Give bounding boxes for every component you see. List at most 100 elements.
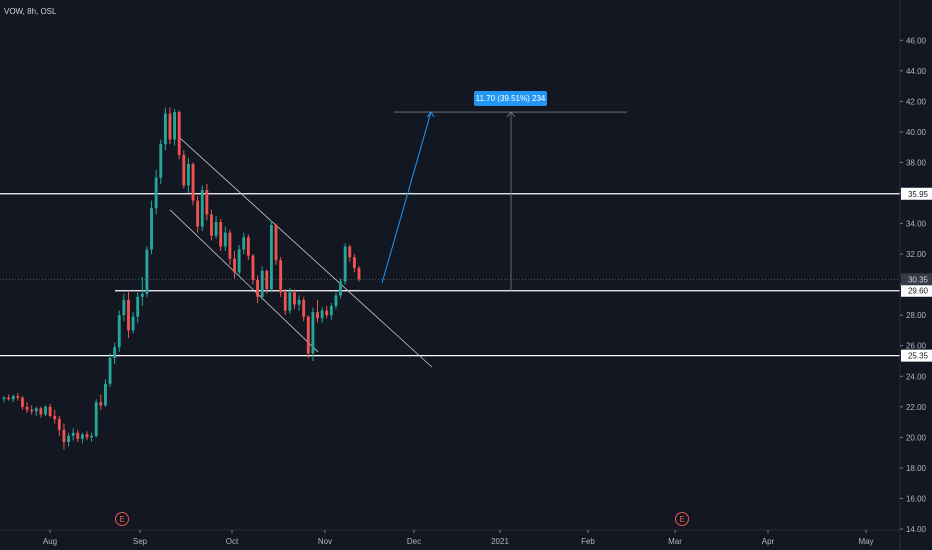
time-tick-label: 2021 <box>491 537 509 546</box>
candle-body <box>205 189 209 215</box>
candle-body <box>80 434 84 439</box>
measure-label: 11.70 (39.51%) 234 <box>476 94 546 103</box>
time-tick-label: Mar <box>668 537 682 546</box>
candle-body <box>67 435 70 442</box>
time-tick-label: Feb <box>581 537 595 546</box>
candle-body <box>103 383 107 406</box>
time-tick-label: Aug <box>43 537 57 546</box>
price-tick-label: 38.00 <box>906 158 927 167</box>
candle-body <box>357 267 361 280</box>
candle-body <box>352 257 356 268</box>
candle-body <box>11 396 15 400</box>
candle-body <box>168 113 172 140</box>
candle-body <box>131 316 135 331</box>
price-axis[interactable]: 14.00 16.00 18.00 20.00 22.00 24.00 26.00 28.00… <box>899 0 932 550</box>
price-tick-label: 32.00 <box>906 250 927 259</box>
candle-body <box>325 310 329 316</box>
candle-body <box>30 409 34 412</box>
measure-label-box <box>474 91 547 107</box>
level-price-box <box>901 284 932 297</box>
candle-body <box>25 406 29 410</box>
candle-body <box>145 249 149 294</box>
candle-body <box>99 402 103 406</box>
candle-body <box>177 112 181 155</box>
candle-body <box>228 232 232 259</box>
time-tick-label: Apr <box>762 537 775 546</box>
candle-body <box>260 270 264 297</box>
candle-body <box>39 408 43 415</box>
candle-body <box>71 432 75 436</box>
candle-body <box>191 163 195 201</box>
price-tick-label: 18.00 <box>906 464 927 473</box>
candle-body <box>320 310 324 319</box>
last-price-box <box>901 273 932 286</box>
earnings-marker-label: E <box>119 515 124 524</box>
time-tick-label: May <box>858 537 873 546</box>
candle-body <box>293 292 296 305</box>
candle-body <box>297 299 301 305</box>
level-price-label: 25.35 <box>908 352 929 361</box>
candle-body <box>339 281 342 296</box>
candle-body <box>90 435 94 438</box>
candle-body <box>57 419 61 430</box>
candle-body <box>173 112 177 140</box>
candle-body <box>140 293 144 297</box>
candle-body <box>311 312 315 354</box>
candle-body <box>154 177 158 209</box>
price-tick-label: 28.00 <box>906 311 927 320</box>
candle-body <box>256 280 260 297</box>
level-price-box <box>901 187 932 200</box>
earnings-marker-label: E <box>679 515 684 524</box>
earnings-marker-icon <box>115 512 129 526</box>
candle-body <box>210 214 213 236</box>
price-tick-label: 44.00 <box>906 67 927 76</box>
candle-body <box>7 397 11 400</box>
price-tick-label: 40.00 <box>906 128 927 137</box>
price-tick-label: 42.00 <box>906 97 927 106</box>
candle-body <box>242 237 246 250</box>
time-tick-label: Dec <box>407 537 421 546</box>
price-tick-label: 16.00 <box>906 494 927 503</box>
candle-body <box>288 292 292 311</box>
candle-body <box>117 315 121 348</box>
candle-body <box>34 408 38 412</box>
candle-body <box>113 347 117 358</box>
candle-body <box>62 429 66 442</box>
candle-body <box>329 306 333 316</box>
candle-body <box>182 154 186 186</box>
price-tick-label: 14.00 <box>906 525 927 534</box>
candle-body <box>48 406 52 416</box>
candle-body <box>251 255 255 281</box>
time-tick-label: Oct <box>226 537 239 546</box>
candle-body <box>53 415 57 420</box>
candle-body <box>334 295 338 307</box>
candle-body <box>316 312 319 319</box>
candle-body <box>306 316 310 354</box>
candle-body <box>94 402 98 436</box>
candle-body <box>348 246 352 258</box>
candle-body <box>283 292 287 311</box>
last-price-label: 30.35 <box>908 275 929 284</box>
candle-body <box>16 396 20 398</box>
candle-body <box>274 225 278 261</box>
candle-body <box>200 189 204 227</box>
level-price-label: 35.95 <box>908 190 929 199</box>
candle-body <box>136 296 140 317</box>
candle-body <box>21 397 24 407</box>
candle-body <box>108 357 112 384</box>
candle-body <box>219 222 223 247</box>
candle-body <box>44 406 47 415</box>
candle-body <box>163 113 167 145</box>
measure-arrow-icon <box>506 111 516 118</box>
candle-body <box>279 260 283 293</box>
candle-body <box>127 299 130 331</box>
candle-body <box>214 222 218 236</box>
candle-body <box>269 225 273 290</box>
price-tick-label: 20.00 <box>906 433 927 442</box>
time-tick-label: Nov <box>318 537 332 546</box>
time-axis[interactable]: Aug Sep Oct Nov Dec 2021 Feb Mar Apr May <box>0 529 900 546</box>
plot-area[interactable]: E E 11.70 (39.51%) 234 <box>0 91 900 526</box>
candle-body <box>186 163 190 186</box>
